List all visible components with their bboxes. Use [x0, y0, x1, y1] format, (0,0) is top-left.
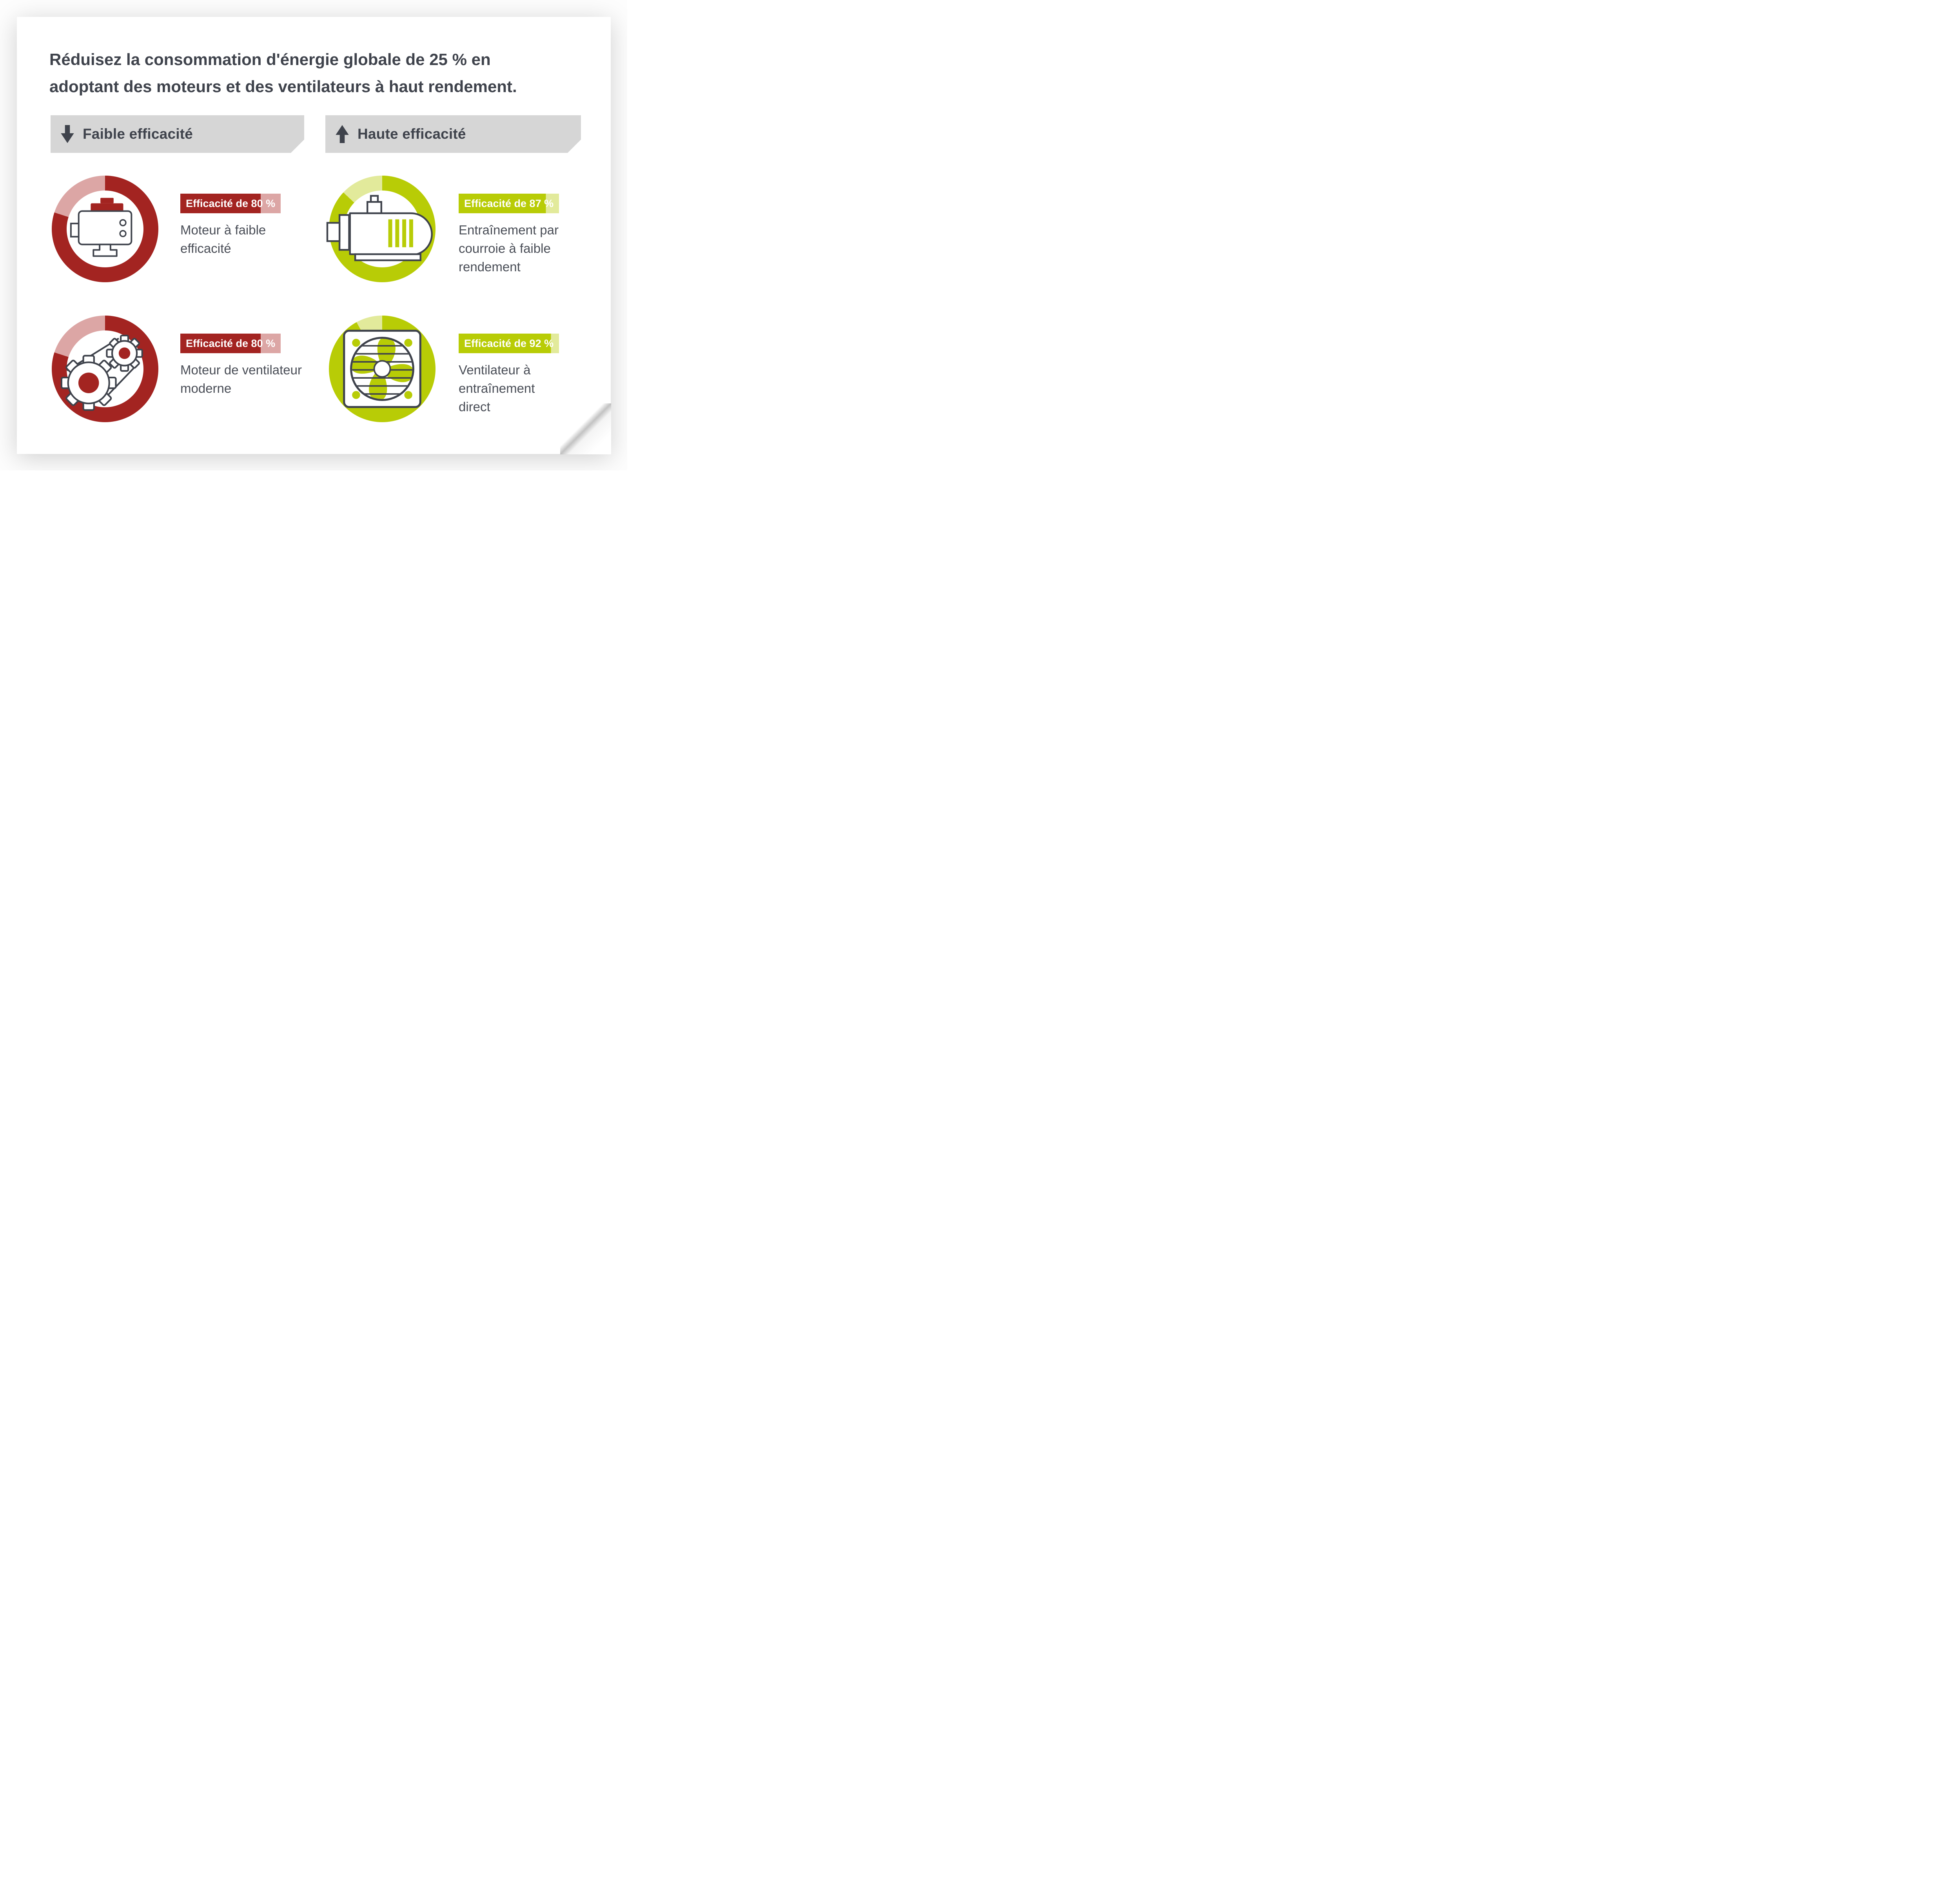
title-line-1: Réduisez la consommation d'énergie globa… [49, 50, 491, 69]
efficiency-badge-label: Efficacité de 80 % [186, 198, 276, 209]
page-title: Réduisez la consommation d'énergie globa… [49, 46, 586, 100]
banner-high-efficiency: Haute efficacité [325, 115, 581, 153]
gears-belt-icon [60, 334, 143, 411]
item-label: Moteur à faible efficacité [180, 223, 266, 256]
page-fold-corner [560, 403, 611, 454]
small-gear [106, 334, 143, 372]
direct-drive-fan-icon [343, 330, 421, 408]
efficiency-badge-label: Efficacité de 87 % [464, 198, 554, 209]
infographic-canvas: Réduisez la consommation d'énergie globa… [0, 0, 627, 470]
down-arrow-icon [61, 125, 74, 143]
banner-high-label: Haute efficacité [358, 126, 466, 142]
large-gear [60, 355, 117, 411]
banner-low-label: Faible efficacité [83, 126, 193, 142]
donut-chart-belt-87 [326, 176, 436, 282]
item-label: Entraînement par courroie à faible rende… [459, 223, 559, 274]
up-arrow-icon [336, 125, 349, 143]
efficiency-badge-label: Efficacité de 92 % [464, 338, 554, 349]
belt-drive-motor-icon [326, 195, 433, 261]
efficiency-badge: Efficacité de 92 % [459, 334, 559, 353]
motor-icon [70, 198, 132, 257]
donut-chart-motor-80 [52, 176, 158, 282]
infographic-card: Réduisez la consommation d'énergie globa… [17, 17, 611, 454]
banner-low-efficiency: Faible efficacité [51, 115, 304, 153]
donut-chart-fanmotor-80 [52, 316, 158, 422]
title-line-2: adoptant des moteurs et des ventilateurs… [49, 77, 517, 96]
donut-chart-fan-92 [329, 316, 436, 422]
item-label: Ventilateur à entraînement direct [459, 363, 535, 414]
efficiency-badge-label: Efficacité de 80 % [186, 338, 276, 349]
efficiency-badge: Efficacité de 80 % [180, 334, 281, 353]
efficiency-badge: Efficacité de 80 % [180, 194, 281, 213]
efficiency-badge: Efficacité de 87 % [459, 194, 559, 213]
item-label: Moteur de ventilateur moderne [180, 363, 302, 396]
